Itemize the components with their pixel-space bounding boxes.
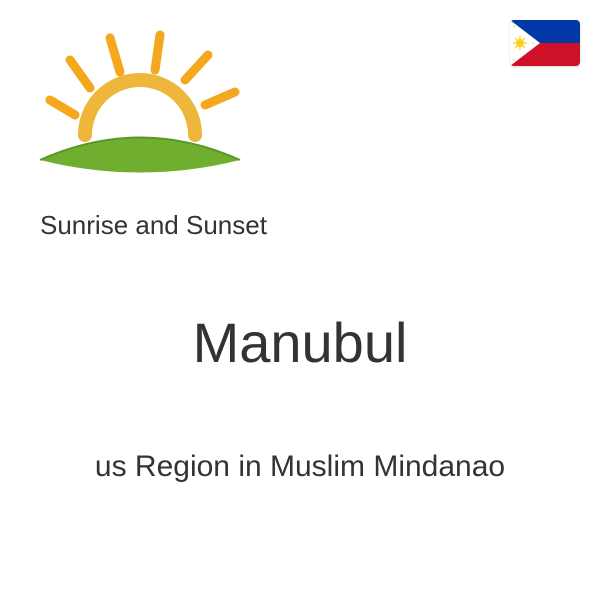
location-title: Manubul (0, 310, 600, 375)
tagline-text: Sunrise and Sunset (40, 210, 267, 241)
ground-arc-icon (40, 138, 240, 173)
sunrise-logo (30, 20, 250, 180)
philippines-flag-icon (510, 20, 580, 66)
sun-arc-icon (85, 80, 195, 135)
region-subtitle: us Region in Muslim Mindanao (0, 450, 600, 484)
